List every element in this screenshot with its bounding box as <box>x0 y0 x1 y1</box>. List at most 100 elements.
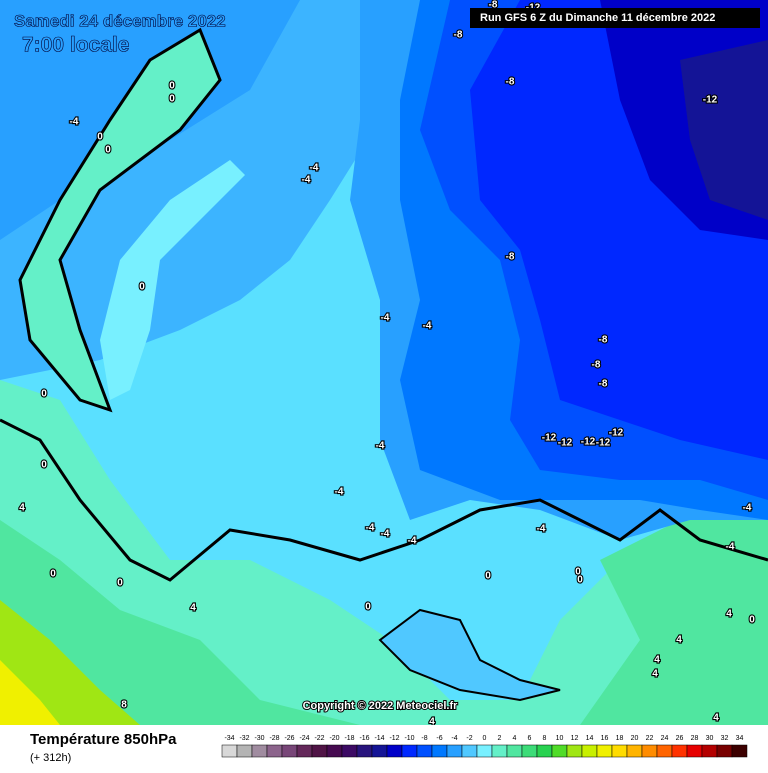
scale-swatch <box>671 744 688 758</box>
contour-label: -8 <box>506 77 515 88</box>
scale-swatch <box>236 744 253 758</box>
scale-label: -26 <box>284 735 294 742</box>
scale-swatch <box>431 744 448 758</box>
contour-label: 0 <box>50 569 56 580</box>
run-info: Run GFS 6 Z du Dimanche 11 décembre 2022 <box>480 12 715 24</box>
contour-label: 0 <box>41 389 47 400</box>
contour-label: 0 <box>365 602 371 613</box>
scale-label: 32 <box>721 735 729 742</box>
scale-swatch <box>536 744 553 758</box>
contour-label: -12 <box>596 438 611 449</box>
contour-label: 8 <box>121 700 127 711</box>
scale-swatch <box>251 744 268 758</box>
scale-label: 14 <box>586 735 594 742</box>
scale-swatch <box>731 744 748 758</box>
scale-swatch <box>281 744 298 758</box>
temp-zone <box>680 40 768 220</box>
scale-swatch <box>356 744 373 758</box>
scale-label: -24 <box>299 735 309 742</box>
scale-label: 30 <box>706 735 714 742</box>
contour-label: -8 <box>506 252 515 263</box>
temp-zone <box>0 520 360 725</box>
contour-label: -4 <box>302 175 311 186</box>
scale-label: 2 <box>498 735 502 742</box>
contour-label: -4 <box>381 313 390 324</box>
scale-swatch <box>266 744 283 758</box>
contour-label: -4 <box>335 487 344 498</box>
scale-label: -34 <box>224 735 234 742</box>
temp-zone <box>0 660 60 725</box>
contour-label: -12 <box>609 428 624 439</box>
scale-label: 22 <box>646 735 654 742</box>
scale-swatch <box>461 744 478 758</box>
contour-label: -8 <box>592 360 601 371</box>
scale-label: -32 <box>239 735 249 742</box>
contour-label: 0 <box>749 615 755 626</box>
contour-label: 0 <box>105 145 111 156</box>
scale-swatch <box>371 744 388 758</box>
scale-label: -4 <box>451 735 457 742</box>
scale-label: -12 <box>389 735 399 742</box>
contour-label: 4 <box>713 713 719 724</box>
temp-zone <box>0 600 140 725</box>
contour-label: 0 <box>41 460 47 471</box>
contour-label: 4 <box>654 655 660 666</box>
contour-label: 4 <box>652 669 658 680</box>
scale-swatch <box>311 744 328 758</box>
scale-swatch <box>566 744 583 758</box>
scale-swatch <box>386 744 403 758</box>
contour-label: 4 <box>190 603 196 614</box>
scale-swatch <box>476 744 493 758</box>
scale-label: 8 <box>543 735 547 742</box>
valid-date: Samedi 24 décembre 2022 <box>14 11 226 30</box>
scale-swatch <box>341 744 358 758</box>
contour-label: -4 <box>743 503 752 514</box>
scale-label: 12 <box>571 735 579 742</box>
isotherm <box>378 608 561 702</box>
contour-label: 0 <box>169 81 175 92</box>
contour-label: -4 <box>376 441 385 452</box>
contour-label: -12 <box>542 433 557 444</box>
valid-time: 7:00 locale <box>22 34 129 57</box>
footer-lead: (+ 312h) <box>30 752 71 764</box>
scale-swatch <box>401 744 418 758</box>
scale-label: 28 <box>691 735 699 742</box>
contour-label: 0 <box>169 94 175 105</box>
contour-label: -12 <box>581 437 596 448</box>
scale-swatch <box>716 744 733 758</box>
scale-label: -16 <box>359 735 369 742</box>
scale-swatch <box>326 744 343 758</box>
run-box <box>470 8 760 28</box>
contour-label: 0 <box>577 575 583 586</box>
scale-label: 10 <box>556 735 564 742</box>
scale-label: 26 <box>676 735 684 742</box>
contour-label: 4 <box>676 635 682 646</box>
contour-label: 0 <box>485 571 491 582</box>
contour-label: -12 <box>558 438 573 449</box>
scale-swatch <box>686 744 703 758</box>
isotherm <box>0 418 768 582</box>
scale-label: 24 <box>661 735 669 742</box>
scale-label: -28 <box>269 735 279 742</box>
contour-label: 0 <box>139 282 145 293</box>
contour-label: 4 <box>726 609 732 620</box>
scale-label: -8 <box>421 735 427 742</box>
contour-label: -4 <box>70 117 79 128</box>
contour-label: -8 <box>489 0 498 11</box>
contour-label: -4 <box>423 321 432 332</box>
scale-label: 0 <box>483 735 487 742</box>
scale-label: -18 <box>344 735 354 742</box>
contour-label: -4 <box>408 536 417 547</box>
scale-swatch <box>221 744 238 758</box>
temp-zone <box>100 160 245 400</box>
temp-zone <box>580 500 768 725</box>
scale-swatch <box>581 744 598 758</box>
contour-label: -4 <box>537 524 546 535</box>
scale-swatch <box>506 744 523 758</box>
map: -8-8-12-8-12-40000-4-40-8-4-4-8-8-8-12-1… <box>0 0 768 729</box>
scale-label: 4 <box>513 735 517 742</box>
scale-swatch <box>641 744 658 758</box>
color-scale: -34 -32 -30 -28 -26 -24 -22 -20 -18 -16 -14 -12 -10-… <box>221 735 748 758</box>
contour-label: -8 <box>599 379 608 390</box>
